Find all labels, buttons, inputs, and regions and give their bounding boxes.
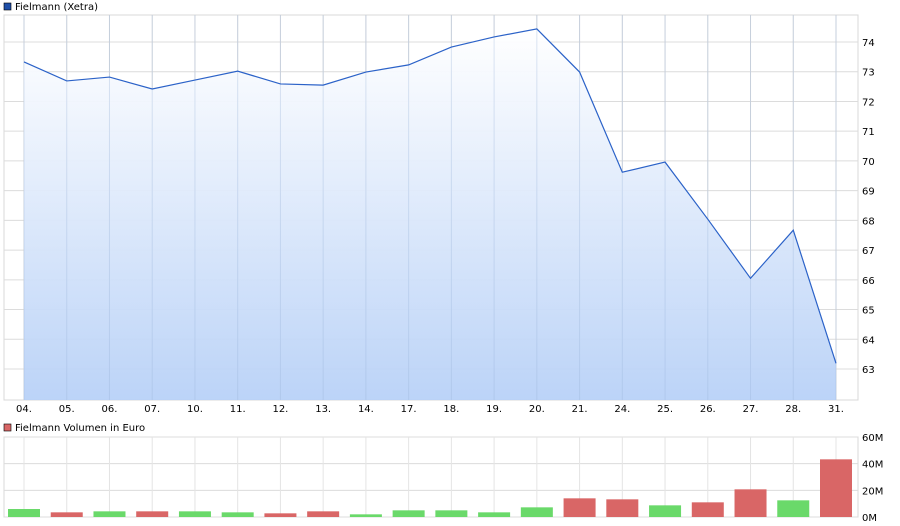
volume-bar (221, 512, 254, 517)
volume-bar (649, 505, 682, 517)
y-tick-label: 65 (862, 306, 875, 317)
legend-swatch-volume (3, 423, 12, 432)
price-area (24, 28, 836, 400)
volume-bar (93, 511, 126, 517)
x-tick-label: 25. (657, 404, 673, 415)
volume-bar (178, 511, 211, 517)
y-tick-label: 0M (862, 513, 877, 524)
x-tick-label: 14. (358, 404, 374, 415)
y-tick-label: 60M (862, 433, 883, 444)
price-line (23, 28, 837, 364)
x-tick-label: 21. (572, 404, 588, 415)
x-tick-label: 27. (743, 404, 759, 415)
x-tick-label: 11. (230, 404, 246, 415)
y-tick-label: 64 (862, 335, 875, 346)
x-tick-label: 07. (144, 404, 160, 415)
y-tick-label: 69 (862, 187, 875, 198)
y-tick-label: 71 (862, 127, 875, 138)
x-tick-label: 05. (59, 404, 75, 415)
volume-bar (820, 459, 852, 517)
y-tick-label: 72 (862, 97, 875, 108)
x-tick-label: 20. (529, 404, 545, 415)
y-tick-label: 40M (862, 460, 883, 471)
y-tick-label: 20M (862, 486, 883, 497)
volume-bar (563, 498, 596, 517)
x-tick-label: 13. (315, 404, 331, 415)
y-tick-label: 73 (862, 68, 875, 79)
x-tick-label: 18. (443, 404, 459, 415)
legend-swatch-price (3, 2, 12, 11)
y-tick-label: 68 (862, 216, 875, 227)
volume-bar (691, 502, 724, 517)
y-tick-label: 66 (862, 276, 875, 287)
y-tick-label: 74 (862, 38, 875, 49)
legend-volume: Fielmann Volumen in Euro (15, 423, 145, 434)
volume-bar (606, 499, 639, 517)
x-tick-label: 19. (486, 404, 502, 415)
x-tick-label: 28. (785, 404, 801, 415)
volume-bar (392, 510, 425, 517)
volume-bar (520, 507, 553, 517)
volume-plot-area (3, 436, 859, 518)
volume-bar (136, 511, 169, 517)
y-tick-label: 67 (862, 246, 875, 257)
legend-price: Fielmann (Xetra) (15, 2, 98, 13)
volume-bar (264, 513, 297, 517)
volume-bar (349, 514, 382, 517)
volume-bar (307, 511, 340, 517)
y-tick-label: 70 (862, 157, 875, 168)
x-tick-label: 31. (828, 404, 844, 415)
x-tick-label: 24. (614, 404, 630, 415)
x-tick-label: 06. (102, 404, 118, 415)
volume-bar (50, 512, 83, 517)
volume-bar (435, 510, 468, 517)
y-tick-label: 63 (862, 365, 875, 376)
x-tick-label: 10. (187, 404, 203, 415)
x-tick-label: 12. (272, 404, 288, 415)
x-tick-label: 26. (700, 404, 716, 415)
volume-bar (777, 500, 810, 517)
x-tick-label: 17. (401, 404, 417, 415)
volume-bar (734, 489, 767, 517)
volume-bar (478, 512, 511, 517)
volume-bar (8, 509, 40, 517)
x-tick-label: 04. (16, 404, 32, 415)
